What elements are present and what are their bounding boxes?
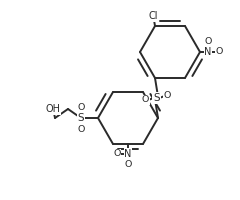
Text: OH: OH [46,104,60,114]
Text: O: O [215,47,223,56]
Text: O: O [124,160,132,169]
Text: O: O [164,91,171,100]
Text: O: O [113,149,121,158]
Text: O: O [204,36,212,46]
Text: N: N [124,149,132,159]
Text: O: O [77,102,85,112]
Text: Cl: Cl [148,11,158,21]
Text: N: N [204,47,212,57]
Text: S: S [153,93,160,103]
Text: S: S [78,113,84,123]
Text: O: O [77,124,85,134]
Text: O: O [142,95,149,104]
